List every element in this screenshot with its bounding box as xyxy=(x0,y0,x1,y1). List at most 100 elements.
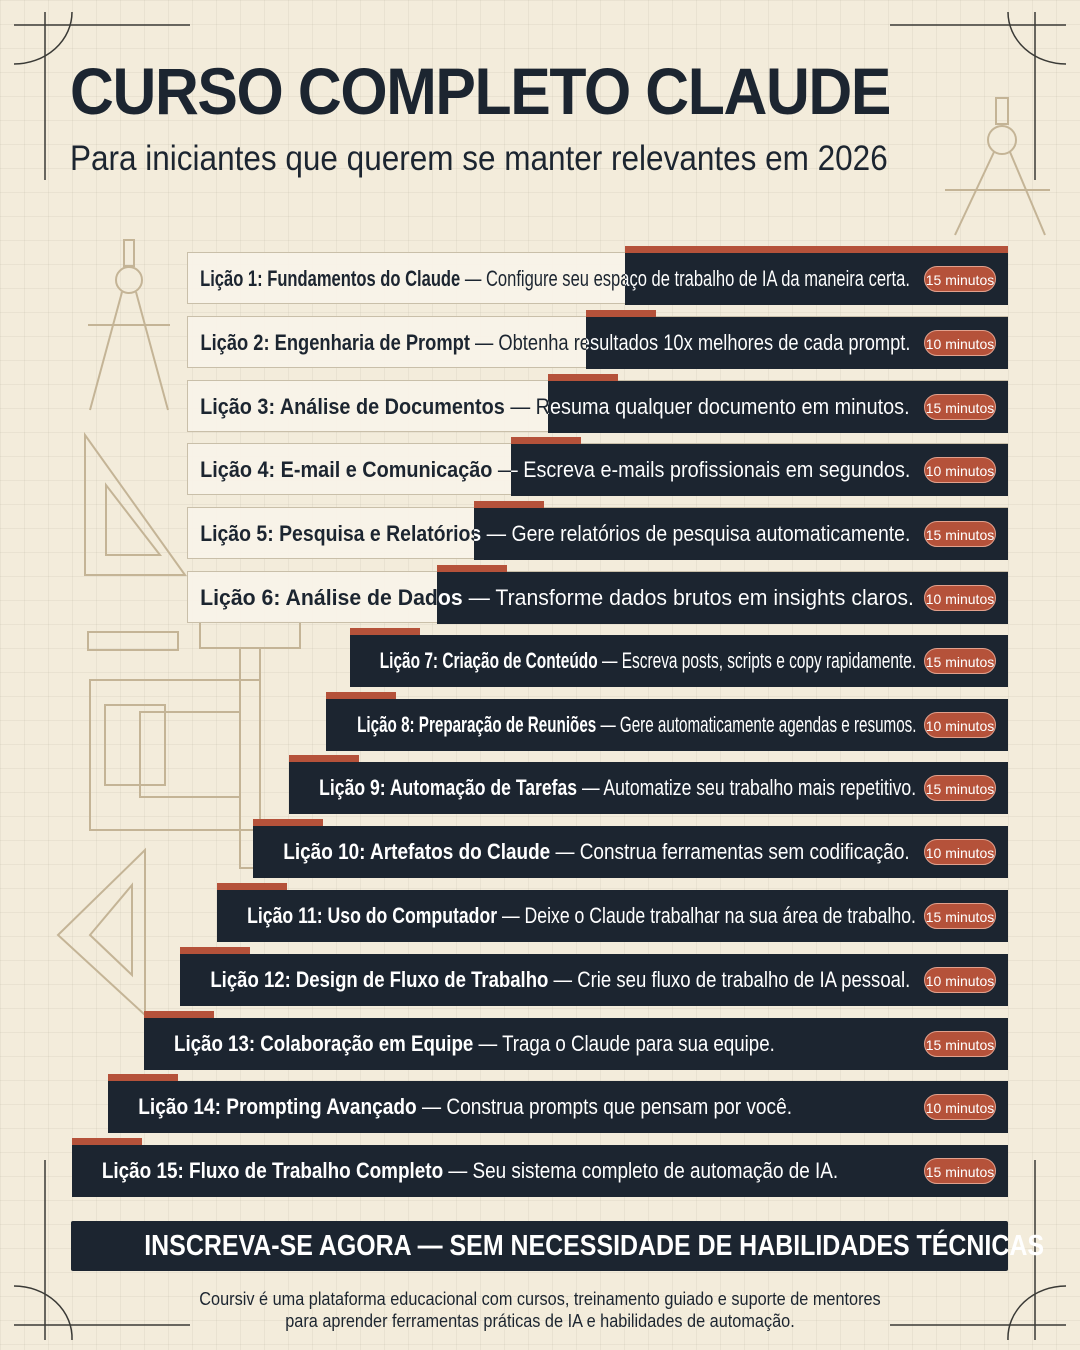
step-accent xyxy=(72,1138,142,1146)
lesson-row-8[interactable]: Lição 8: Preparação de Reuniões — Gere a… xyxy=(326,691,1008,751)
lesson-step-bar xyxy=(144,1010,1008,1070)
lesson-text: Lição 14: Prompting Avançado — Construa … xyxy=(138,1081,792,1133)
lesson-step-bar xyxy=(625,246,1008,305)
lesson-description: — Automatize seu trabalho mais repetitiv… xyxy=(576,775,916,801)
lesson-row-6[interactable]: Lição 6: Análise de Dados — Transforme d… xyxy=(187,565,1008,624)
duration-badge: 10 minutos xyxy=(924,711,996,738)
step-accent xyxy=(180,946,250,954)
lesson-step-bar xyxy=(474,501,1008,561)
lesson-row-9[interactable]: Lição 9: Automação de Tarefas — Automati… xyxy=(289,755,1008,815)
lesson-title: Lição 14: Prompting Avançado xyxy=(138,1094,417,1120)
page-title: CURSO COMPLETO CLAUDE xyxy=(70,54,891,128)
step-accent xyxy=(625,246,1008,253)
cta-label: INSCREVA-SE AGORA — SEM NECESSIDADE DE H… xyxy=(144,1230,1045,1262)
duration-badge: 15 minutos xyxy=(924,393,996,420)
lesson-row-4[interactable]: Lição 4: E-mail e Comunicação — Escreva … xyxy=(187,437,1008,497)
lesson-step-bar xyxy=(180,946,1008,1006)
enroll-cta-button[interactable]: INSCREVA-SE AGORA — SEM NECESSIDADE DE H… xyxy=(71,1221,1044,1271)
lesson-description: — Resuma qualquer documento em minutos. xyxy=(505,393,910,419)
lesson-row-14[interactable]: Lição 14: Prompting Avançado — Construa … xyxy=(108,1074,1008,1134)
lesson-text: Lição 1: Fundamentos do Claude — Configu… xyxy=(200,253,910,305)
duration-badge: 15 minutos xyxy=(924,521,996,548)
lesson-row-12[interactable]: Lição 12: Design de Fluxo de Trabalho — … xyxy=(180,946,1008,1006)
step-accent xyxy=(326,691,396,699)
lesson-row-13[interactable]: Lição 13: Colaboração em Equipe — Traga … xyxy=(144,1010,1008,1070)
step-accent xyxy=(548,373,618,381)
page-subtitle: Para iniciantes que querem se manter rel… xyxy=(70,139,888,178)
set-square-icon xyxy=(84,431,187,576)
triangle-ruler-icon xyxy=(56,847,146,1018)
duration-badge: 15 minutos xyxy=(924,1030,996,1057)
lesson-text: Lição 9: Automação de Tarefas — Automati… xyxy=(319,762,916,814)
lesson-text: Lição 12: Design de Fluxo de Trabalho — … xyxy=(210,954,910,1006)
step-accent xyxy=(437,565,507,572)
duration-badge: 15 minutos xyxy=(924,647,996,674)
lesson-description: — Gere relatórios de pesquisa automatica… xyxy=(480,521,910,547)
lesson-title: Lição 10: Artefatos do Claude xyxy=(283,839,551,865)
step-accent xyxy=(144,1010,214,1018)
lesson-row-7[interactable]: Lição 7: Criação de Conteúdo — Escreva p… xyxy=(350,627,1008,687)
lesson-title: Lição 12: Design de Fluxo de Trabalho xyxy=(210,966,549,992)
ruler-icon xyxy=(87,631,179,651)
footer-disclaimer: Coursiv é uma plataforma educacional com… xyxy=(199,1288,881,1331)
lesson-row-5[interactable]: Lição 5: Pesquisa e Relatórios — Gere re… xyxy=(187,501,1008,561)
lesson-text: Lição 11: Uso do Computador — Deixe o Cl… xyxy=(247,890,916,942)
compass-right-icon xyxy=(945,97,1050,236)
lesson-row-1[interactable]: Lição 1: Fundamentos do Claude — Configu… xyxy=(187,246,1008,305)
duration-badge: 10 minutos xyxy=(924,839,996,866)
step-accent xyxy=(511,437,581,445)
lesson-description: — Construa ferramentas sem codificação. xyxy=(550,839,910,865)
lesson-description: — Seu sistema completo de automação de I… xyxy=(443,1158,838,1184)
duration-badge: 10 minutos xyxy=(924,457,996,484)
lesson-title: Lição 5: Pesquisa e Relatórios xyxy=(199,521,481,547)
lesson-row-2[interactable]: Lição 2: Engenharia de Prompt — Obtenha … xyxy=(187,309,1008,369)
lesson-title: Lição 7: Criação de Conteúdo xyxy=(379,647,598,673)
lesson-title: Lição 2: Engenharia de Prompt xyxy=(199,329,470,355)
lesson-text: Lição 6: Análise de Dados — Transforme d… xyxy=(200,572,914,624)
compass-icon xyxy=(88,239,170,411)
lesson-row-15[interactable]: Lição 15: Fluxo de Trabalho Completo — S… xyxy=(72,1138,1008,1198)
lesson-description: — Configure seu espaço de trabalho de IA… xyxy=(460,266,910,291)
lesson-step-bar xyxy=(437,565,1008,624)
duration-badge: 10 minutos xyxy=(924,1094,996,1121)
lesson-title: Lição 6: Análise de Dados xyxy=(200,585,463,610)
step-accent xyxy=(586,309,656,317)
lesson-step-bar xyxy=(350,627,1008,687)
duration-badge: 10 minutos xyxy=(924,585,996,611)
lesson-step-bar xyxy=(108,1074,1008,1134)
duration-badge: 15 minutos xyxy=(924,1158,996,1185)
lesson-step-bar xyxy=(217,883,1008,942)
lesson-row-11[interactable]: Lição 11: Uso do Computador — Deixe o Cl… xyxy=(217,883,1008,942)
lesson-title: Lição 8: Preparação de Reuniões xyxy=(356,711,596,737)
lesson-title: Lição 3: Análise de Documentos xyxy=(200,393,506,419)
lesson-description: — Transforme dados brutos em insights cl… xyxy=(462,585,914,610)
duration-badge: 15 minutos xyxy=(924,775,996,802)
lesson-description: — Traga o Claude para sua equipe. xyxy=(473,1030,775,1056)
lesson-row-10[interactable]: Lição 10: Artefatos do Claude — Construa… xyxy=(253,819,1008,879)
lesson-description: — Deixe o Claude trabalhar na sua área d… xyxy=(497,903,916,928)
lesson-step-bar xyxy=(289,755,1008,815)
lesson-row-3[interactable]: Lição 3: Análise de Documentos — Resuma … xyxy=(187,373,1008,433)
lesson-description: — Escreva e-mails profissionais em segun… xyxy=(491,457,910,483)
lesson-description: — Construa prompts que pensam por você. xyxy=(416,1094,792,1120)
lesson-description: — Obtenha resultados 10x melhores de cad… xyxy=(469,329,910,355)
duration-badge: 15 minutos xyxy=(924,903,996,929)
lesson-text: Lição 2: Engenharia de Prompt — Obtenha … xyxy=(200,317,910,369)
duration-badge: 10 minutos xyxy=(924,329,996,356)
lesson-step-bar xyxy=(253,819,1008,879)
lesson-description: — Crie seu fluxo de trabalho de IA pesso… xyxy=(548,966,910,992)
lesson-text: Lição 5: Pesquisa e Relatórios — Gere re… xyxy=(200,508,910,560)
lesson-title: Lição 1: Fundamentos do Claude xyxy=(200,266,461,291)
step-accent xyxy=(217,883,287,890)
step-accent xyxy=(289,755,359,763)
lesson-title: Lição 4: E-mail e Comunicação xyxy=(199,457,492,483)
lesson-step-bar xyxy=(72,1138,1008,1198)
lesson-text: Lição 3: Análise de Documentos — Resuma … xyxy=(200,381,910,433)
lesson-title: Lição 13: Colaboração em Equipe xyxy=(174,1030,474,1056)
lesson-text: Lição 8: Preparação de Reuniões — Gere a… xyxy=(357,699,916,751)
lesson-title: Lição 9: Automação de Tarefas xyxy=(319,775,577,801)
step-accent xyxy=(350,627,420,635)
lesson-description: — Escreva posts, scripts e copy rapidame… xyxy=(597,647,916,673)
lesson-description: — Gere automaticamente agendas e resumos… xyxy=(595,711,916,737)
lesson-text: Lição 7: Criação de Conteúdo — Escreva p… xyxy=(380,635,916,687)
